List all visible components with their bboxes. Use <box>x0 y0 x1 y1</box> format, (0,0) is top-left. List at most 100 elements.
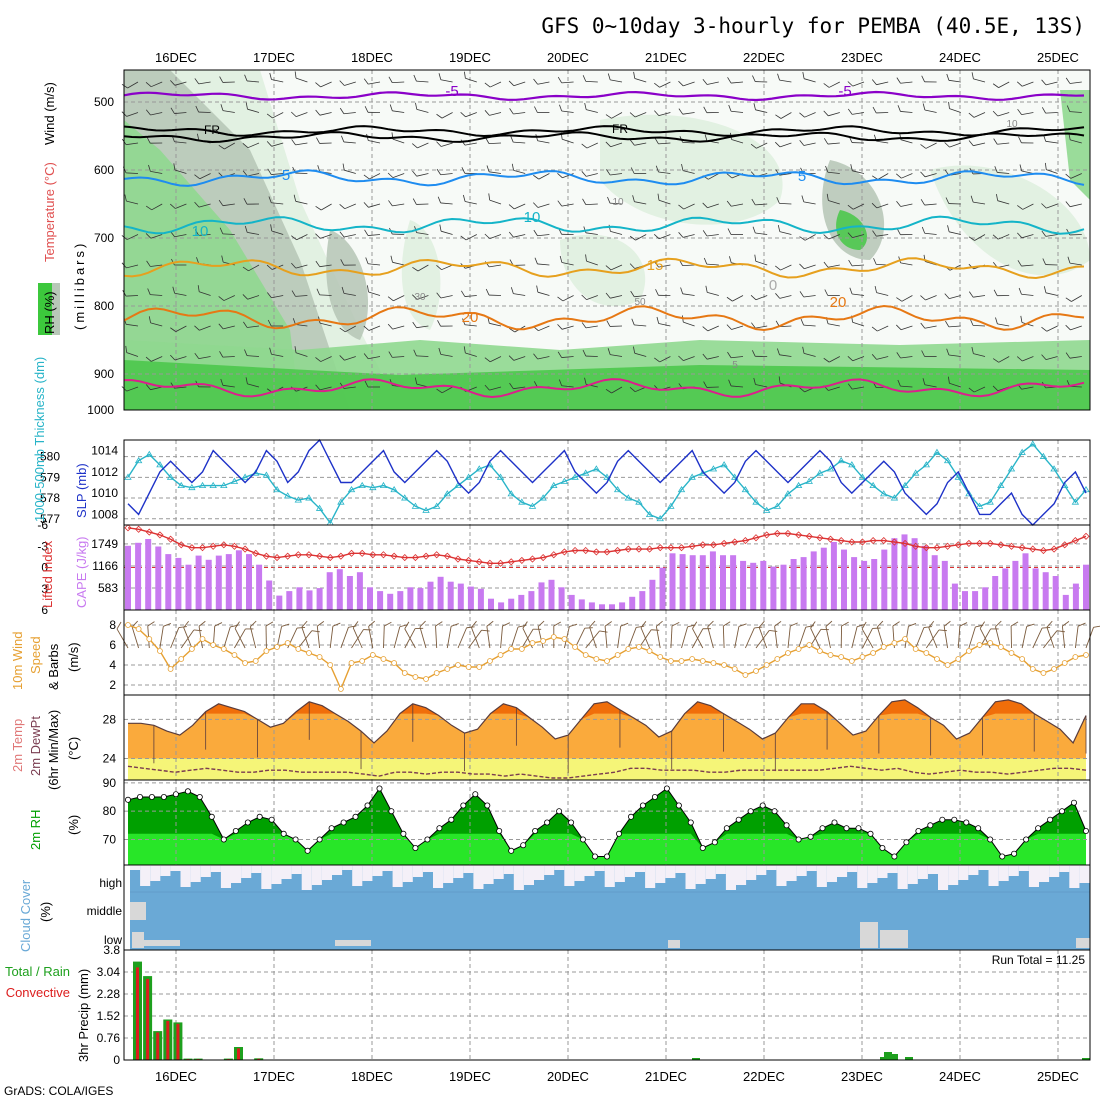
barb-flag <box>170 354 176 361</box>
lifted-index-line-point <box>592 548 600 556</box>
barb-shaft <box>943 626 949 649</box>
barb-shaft <box>419 626 427 649</box>
lifted-index-line-point <box>124 524 132 532</box>
barb-shaft <box>707 356 719 360</box>
temp-label-a: 2m Temp <box>10 719 25 772</box>
cape-bar <box>1072 583 1079 610</box>
wind-barb <box>509 382 526 390</box>
wind-barb <box>557 295 574 302</box>
barb-flag <box>654 137 659 145</box>
thickness-line-point <box>965 490 973 497</box>
barb-flag <box>630 139 635 146</box>
barb-shaft <box>997 234 1010 240</box>
wind-barb <box>121 81 139 89</box>
wind-barb <box>388 351 405 358</box>
barb-flag <box>1093 625 1100 628</box>
wind-speed-line-point <box>689 656 696 662</box>
date-label-bottom: 21DEC <box>645 1069 687 1084</box>
barb-shaft <box>659 234 671 240</box>
barb-flag <box>218 323 224 330</box>
barb-flag <box>945 197 950 204</box>
wind-10m-barb <box>787 622 798 649</box>
barb-flag <box>219 76 224 83</box>
precip-bars <box>133 961 1090 1060</box>
wind-barb <box>896 228 913 236</box>
barb-flag <box>896 77 901 84</box>
wind-barb <box>559 104 574 113</box>
pressure-tick: 700 <box>94 231 114 245</box>
cape-bar <box>609 604 615 610</box>
wind-barb <box>557 200 574 207</box>
barb-shaft <box>174 234 187 238</box>
barb-flag <box>508 327 516 333</box>
barb-shaft <box>779 231 792 235</box>
high-cloud-clear-cell <box>837 866 848 877</box>
high-cloud-clear-cell <box>1008 866 1019 876</box>
wind-barb <box>339 203 356 210</box>
barb-shaft <box>116 628 129 649</box>
lifted-index-line-point <box>763 531 771 539</box>
barb-flag <box>242 170 248 177</box>
barb-flag <box>559 104 563 112</box>
thickness-line-point <box>656 515 664 522</box>
barb-flag <box>363 325 370 331</box>
wind-barb <box>1018 136 1034 144</box>
high-cloud-clear-cell <box>998 866 1009 881</box>
lifted-index-line-point <box>922 544 930 552</box>
wind-barb <box>316 288 332 296</box>
wind-barb <box>994 166 1010 174</box>
barb-flag <box>992 234 999 240</box>
rh-point <box>352 813 359 820</box>
barb-shaft <box>586 142 598 149</box>
thickness-line-point <box>869 481 877 489</box>
barb-shaft <box>585 80 598 83</box>
wind-barb <box>777 348 792 357</box>
wind-barb <box>339 325 356 333</box>
high-cloud-clear-cell <box>705 866 716 879</box>
barb-flag <box>460 290 466 297</box>
wind-10m-barb <box>301 620 310 649</box>
rh-point <box>1059 808 1066 815</box>
thickness-line-point <box>635 498 643 505</box>
wind-10m-barb <box>249 620 257 649</box>
wind-speed-line-point <box>210 642 217 648</box>
barb-shaft <box>731 81 744 84</box>
wind-barb <box>145 109 163 116</box>
barb-shaft <box>126 112 139 117</box>
barb-shaft <box>1021 234 1034 239</box>
lifted-index-line-point <box>305 551 313 559</box>
thickness-line-point <box>337 498 345 505</box>
high-cloud-clear-cell <box>332 866 343 875</box>
barb-shaft <box>183 627 193 649</box>
barb-shaft <box>222 203 235 207</box>
barb-flag <box>244 225 248 233</box>
barb-shaft <box>488 142 502 145</box>
barb-shaft <box>500 626 503 649</box>
wind-barb <box>387 323 405 330</box>
wind-barb <box>849 287 865 296</box>
wind-barb <box>872 106 889 114</box>
wind-barb <box>316 137 332 144</box>
barb-flag <box>368 620 376 627</box>
barb-shaft <box>151 203 163 211</box>
barb-flag <box>1065 201 1071 207</box>
lifted-index-line-point <box>773 529 781 538</box>
wind-barb <box>654 110 671 116</box>
wind-barb <box>968 291 986 298</box>
barb-flag <box>317 621 325 627</box>
wind-speed-line-point <box>955 656 962 662</box>
barb-shaft <box>876 81 889 86</box>
barb-flag <box>268 196 272 203</box>
cape-bar <box>518 594 525 610</box>
barb-flag <box>920 171 926 178</box>
barb-flag <box>947 225 950 232</box>
wind-speed-line-point <box>731 666 738 672</box>
rh-axis-label: RH (%) <box>42 291 57 334</box>
cape-bar <box>871 559 878 610</box>
barb-shaft <box>343 386 356 389</box>
barb-shaft <box>199 291 211 296</box>
wind-10m-barb <box>928 620 938 649</box>
wind-speed-line-point <box>188 646 195 652</box>
wind-barb <box>170 80 187 86</box>
cape-bar <box>457 583 464 610</box>
